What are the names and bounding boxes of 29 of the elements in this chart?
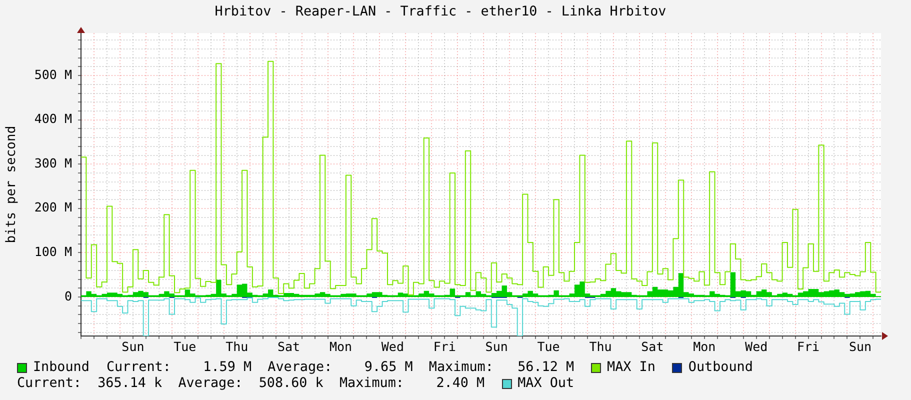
y-tick-label: 300 M [34, 155, 72, 170]
x-tick-label: Mon [329, 338, 352, 354]
x-tick-label: Fri [433, 338, 456, 354]
x-tick-label: Sun [122, 338, 144, 354]
x-tick-label: Tue [537, 338, 560, 354]
y-tick-label: 0 [64, 288, 72, 304]
text: Current: 365.14 k Average: 508.60 k Maximum: 2.40 M [17, 376, 485, 392]
x-tick-label: Tue [174, 338, 196, 354]
x-tick-label: Fri [796, 338, 820, 354]
y-tick-label: 200 M [34, 200, 72, 215]
x-tick-label: Wed [381, 338, 404, 354]
x-tick-label: Sun [485, 338, 508, 354]
y-tick-label: 400 M [34, 111, 72, 126]
x-tick-label: Wed [745, 338, 768, 354]
legend-label: MAX Out [518, 376, 574, 392]
x-tick-label: Thu [589, 338, 612, 354]
x-tick-label: Sun [848, 338, 872, 354]
text: Current: 1.59 M Average: 9.65 M Maximum: 56.12 M [106, 360, 574, 376]
legend-label: MAX In [607, 360, 656, 376]
legend-label: Outbound [688, 360, 753, 376]
x-tick-label: Mon [693, 338, 716, 354]
chart-title: Hrbitov - Reaper-LAN - Traffic - ether10 - Linka Hrbitov [214, 4, 666, 20]
y-tick-label: 500 M [34, 66, 72, 82]
y-axis-title: bits per second [4, 126, 20, 244]
x-tick-label: Sat [641, 338, 664, 354]
x-tick-label: Thu [226, 338, 248, 354]
legend-label: Inbound [33, 360, 90, 376]
x-tick-label: Sat [278, 338, 300, 354]
y-tick-label: 100 M [34, 244, 72, 259]
